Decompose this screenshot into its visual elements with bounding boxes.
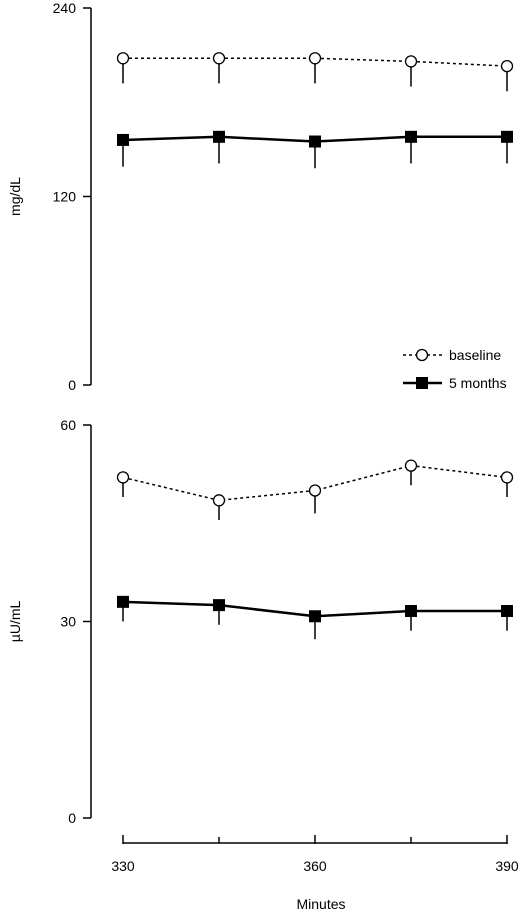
- series-baseline: [116, 52, 514, 92]
- legend: baseline 5 months: [403, 347, 507, 391]
- y-tick-label: 0: [68, 377, 76, 393]
- series-line: [122, 464, 508, 502]
- legend-marker: [415, 348, 429, 362]
- data-point-circle: [212, 494, 226, 507]
- data-point-square: [501, 605, 513, 618]
- data-point-circle: [116, 471, 130, 484]
- data-point-circle: [404, 459, 418, 472]
- data-point-square: [213, 130, 225, 143]
- data-point-circle: [116, 52, 130, 65]
- data-point-circle: [308, 52, 322, 65]
- series-baseline: [116, 459, 514, 520]
- data-point-square: [117, 595, 129, 608]
- y-axis-title: µU/mL: [7, 601, 23, 643]
- series-5-months: [117, 130, 513, 169]
- series-5-months: [117, 595, 513, 640]
- data-point-circle: [308, 484, 322, 497]
- data-point-circle: [500, 59, 514, 73]
- data-point-square: [117, 133, 129, 146]
- x-tick-label: 360: [303, 858, 327, 874]
- data-point-square: [405, 605, 417, 618]
- data-point-circle: [404, 55, 418, 68]
- data-point-circle: [212, 52, 226, 65]
- x-tick-label: 330: [111, 858, 135, 874]
- y-tick-label: 60: [60, 417, 76, 433]
- data-point-square: [309, 610, 321, 623]
- x-tick-label: 390: [495, 858, 519, 874]
- legend-marker: [416, 377, 428, 389]
- y-tick-label: 30: [60, 614, 76, 630]
- data-point-square: [405, 130, 417, 143]
- legend-label: baseline: [449, 347, 501, 363]
- insulin-panel: 0 30 60 µU/mL 330 360 390 Minutes: [7, 417, 519, 912]
- data-point-square: [309, 135, 321, 148]
- y-tick-label: 120: [53, 189, 77, 205]
- legend-label: 5 months: [449, 375, 507, 391]
- data-point-circle: [500, 471, 514, 484]
- data-point-square: [213, 599, 225, 612]
- y-tick-label: 240: [53, 0, 77, 16]
- glucose-panel: 0 120 240 mg/dL baseline 5 months: [7, 0, 514, 393]
- data-point-square: [501, 130, 513, 143]
- y-tick-label: 0: [68, 810, 76, 826]
- y-axis-title: mg/dL: [7, 177, 23, 216]
- x-axis-title: Minutes: [296, 896, 345, 912]
